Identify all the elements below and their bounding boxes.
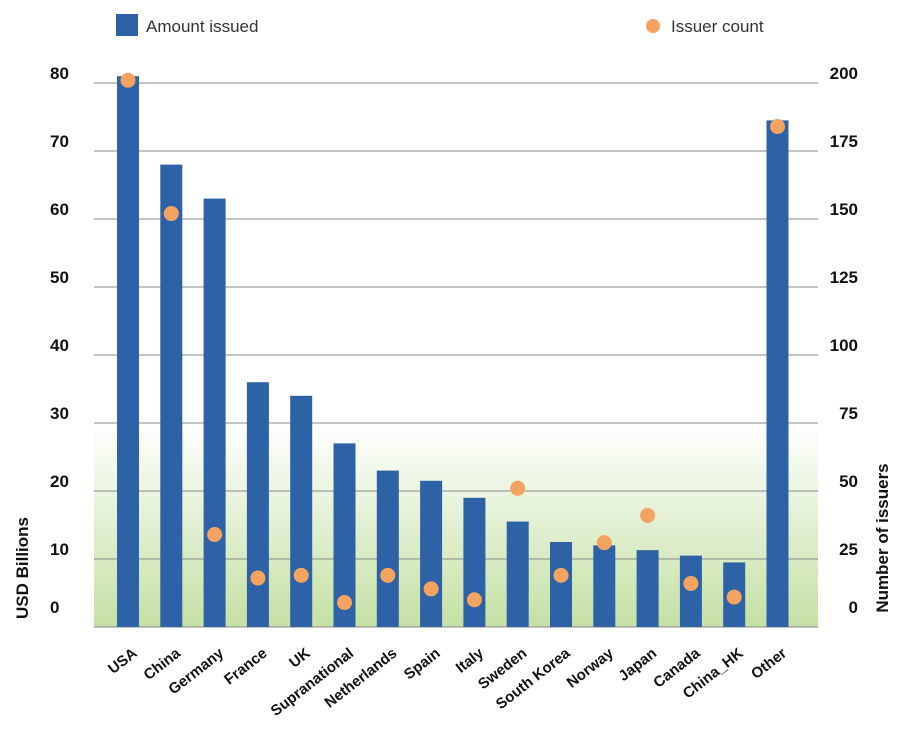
- bar-japan: [636, 550, 659, 627]
- right-tick-label: 200: [830, 64, 858, 83]
- point-netherlands: [380, 567, 396, 583]
- point-canada: [683, 575, 699, 591]
- right-tick-label: 175: [830, 132, 858, 151]
- bar-france: [246, 382, 269, 627]
- left-tick-label: 40: [50, 336, 69, 355]
- point-china-hk: [726, 589, 742, 605]
- category-label: UK: [286, 645, 314, 672]
- category-label: Italy: [453, 644, 488, 676]
- legend-label-issuer-count: Issuer count: [671, 17, 764, 36]
- legend-swatch-issuer-count: [646, 19, 660, 33]
- left-tick-label: 70: [50, 132, 69, 151]
- y2-axis-label: Number of issuers: [873, 463, 892, 612]
- right-tick-label: 125: [830, 268, 858, 287]
- category-label: Norway: [564, 644, 618, 691]
- bars-amount-issued: [117, 76, 789, 628]
- plot-background-gradient: [94, 422, 818, 627]
- bar-spain: [420, 480, 443, 627]
- bar-norway: [593, 545, 616, 627]
- bar-uk: [290, 395, 313, 627]
- left-tick-label: 0: [50, 598, 59, 617]
- category-label: Spain: [401, 645, 444, 684]
- legend: Amount issued Issuer count: [116, 14, 764, 36]
- category-label: Other: [748, 645, 790, 683]
- category-label: USA: [105, 645, 141, 678]
- point-usa: [120, 72, 136, 88]
- point-south-korea: [553, 567, 569, 583]
- left-tick-label: 60: [50, 200, 69, 219]
- bar-germany: [203, 198, 226, 627]
- category-label: South Korea: [493, 644, 574, 713]
- point-sweden: [510, 480, 526, 496]
- left-axis-ticks: 0 10 20 30 40 50 60 70 80: [50, 64, 69, 617]
- bar-other: [766, 120, 789, 628]
- left-tick-label: 50: [50, 268, 69, 287]
- point-other: [770, 119, 785, 135]
- legend-label-amount-issued: Amount issued: [146, 17, 258, 36]
- point-supranational: [337, 595, 352, 611]
- bar-china: [160, 164, 183, 627]
- legend-swatch-amount-issued: [116, 14, 138, 36]
- left-tick-label: 30: [50, 404, 69, 423]
- right-tick-label: 50: [839, 472, 858, 491]
- bar-usa: [117, 76, 139, 627]
- point-germany: [207, 527, 223, 543]
- right-axis-ticks: 0 25 50 75 100 125 150 175 200: [830, 64, 858, 617]
- y-axis-label: USD Billions: [13, 517, 32, 619]
- left-tick-label: 10: [50, 540, 69, 559]
- point-japan: [640, 507, 656, 523]
- bar-canada: [679, 555, 702, 627]
- right-tick-label: 75: [839, 404, 858, 423]
- point-spain: [423, 581, 439, 597]
- bar-sweden: [506, 521, 529, 627]
- right-tick-label: 25: [839, 540, 858, 559]
- points-issuer-count: [120, 72, 785, 611]
- right-tick-label: 100: [830, 336, 858, 355]
- bar-netherlands: [376, 470, 399, 627]
- bar-south-korea: [550, 542, 572, 627]
- left-tick-label: 20: [50, 472, 69, 491]
- point-china: [163, 206, 179, 222]
- left-tick-label: 80: [50, 64, 69, 83]
- bar-supranational: [333, 443, 356, 627]
- right-tick-label: 150: [830, 200, 858, 219]
- bar-italy: [463, 497, 486, 627]
- point-italy: [466, 592, 482, 608]
- point-uk: [293, 567, 309, 583]
- right-tick-label: 0: [849, 598, 858, 617]
- category-label: France: [221, 645, 270, 689]
- point-france: [250, 570, 266, 586]
- point-norway: [596, 535, 612, 551]
